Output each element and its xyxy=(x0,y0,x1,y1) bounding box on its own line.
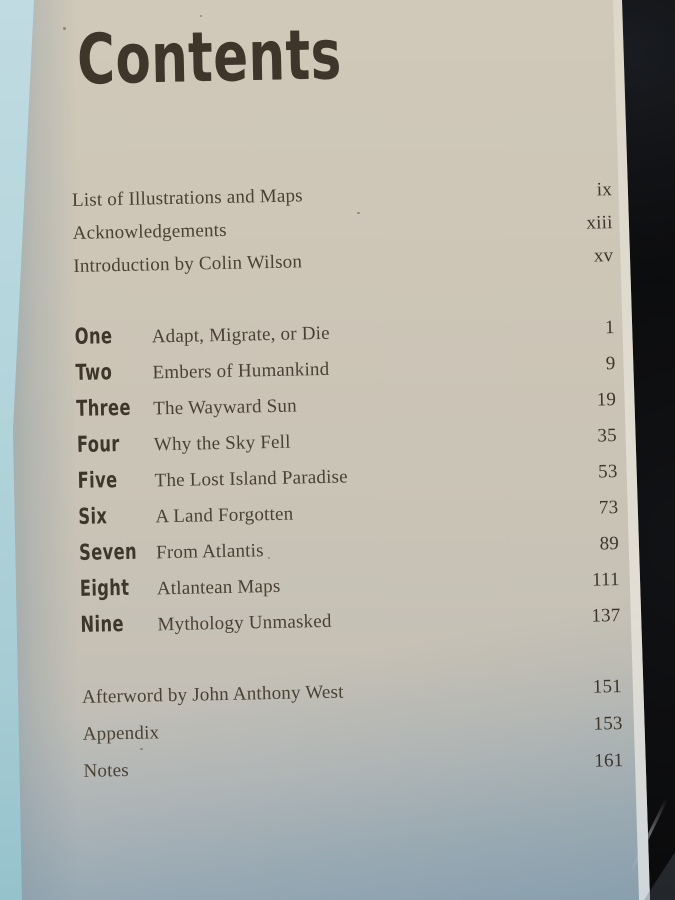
table-of-contents: Contents List of Illustrations and Maps … xyxy=(68,0,626,900)
paper-speck xyxy=(140,748,143,750)
paper-speck xyxy=(357,212,360,214)
back-matter-list: Afterword by John Anthony West 151 Appen… xyxy=(82,668,624,790)
chapter-number-word: Seven xyxy=(78,539,138,566)
chapter-number-word: Five xyxy=(77,468,118,494)
toc-page-number: 89 xyxy=(599,533,620,555)
toc-page-number: xiii xyxy=(586,212,613,234)
chapter-number-word: Two xyxy=(75,360,113,386)
contents-title: Contents xyxy=(76,14,343,101)
paper-speck xyxy=(200,15,202,17)
chapter-number-word: Eight xyxy=(79,575,130,602)
toc-page-number: 19 xyxy=(596,389,617,411)
toc-page-number: ix xyxy=(596,179,613,201)
toc-page-number: 35 xyxy=(597,425,618,447)
toc-page-number: 137 xyxy=(591,605,621,627)
toc-page-number: 161 xyxy=(594,750,624,772)
chapter-list: One Adapt, Migrate, or Die 1 Two Embers … xyxy=(74,309,621,644)
chapter-title: Mythology Unmasked xyxy=(157,610,332,636)
toc-page-number: 111 xyxy=(591,569,620,591)
toc-page-number: 9 xyxy=(605,353,616,375)
toc-page-number: 53 xyxy=(597,461,618,483)
chapter-number-word: Four xyxy=(76,432,120,458)
toc-page-number: 153 xyxy=(593,713,623,735)
paper-speck xyxy=(63,27,66,30)
toc-page-number: 73 xyxy=(598,497,619,519)
front-matter-list: List of Illustrations and Maps ix Acknow… xyxy=(72,173,614,283)
toc-page-number: 151 xyxy=(592,676,623,698)
chapter-number-word: Three xyxy=(75,395,132,422)
toc-page-number: 1 xyxy=(604,317,615,339)
toc-page-number: xv xyxy=(593,245,614,267)
chapter-number-word: Nine xyxy=(80,612,125,638)
paper-speck xyxy=(268,557,270,559)
chapter-number-word: Six xyxy=(78,504,108,530)
chapter-number-word: One xyxy=(74,324,113,350)
